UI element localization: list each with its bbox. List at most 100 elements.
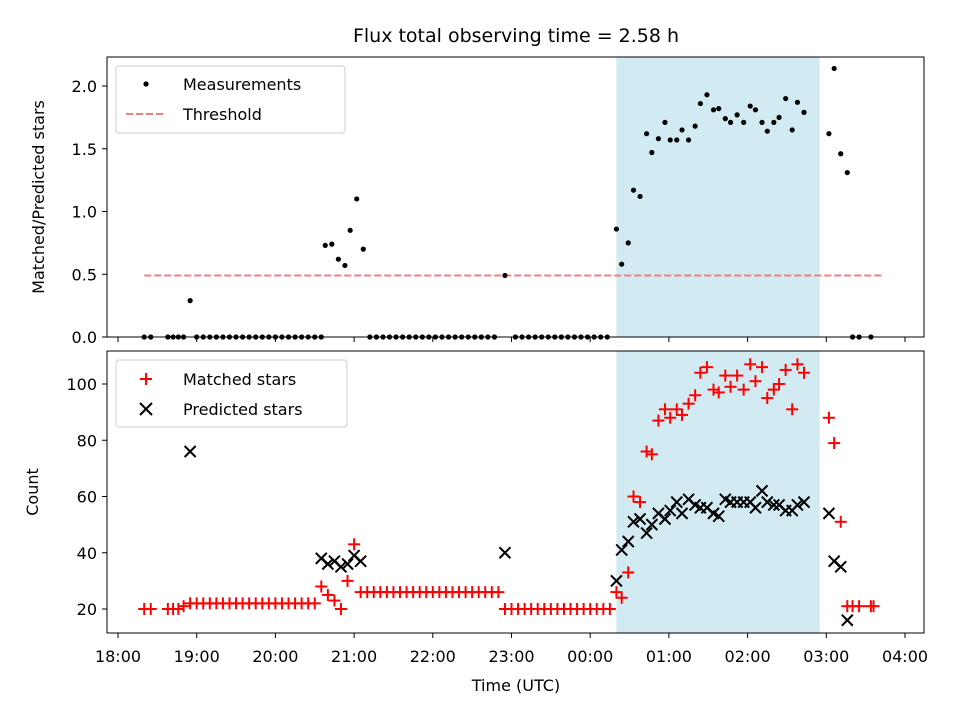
measurement-point	[335, 256, 341, 262]
predicted-point	[675, 507, 689, 520]
matched-point	[749, 375, 762, 388]
predicted-point	[841, 614, 854, 627]
top-legend-box	[115, 65, 346, 134]
matched-point	[321, 588, 334, 601]
measurement-point	[667, 137, 673, 143]
matched-point	[652, 414, 665, 427]
matched-point	[694, 366, 707, 379]
matched-point	[177, 600, 190, 613]
matched-point	[867, 600, 880, 613]
measurement-point	[747, 103, 753, 109]
measurement-point	[685, 137, 692, 143]
matched-point	[172, 603, 185, 615]
measurement-point	[655, 136, 662, 142]
bottom-x-ticks: 18:00 19:00 20:00 21:00 22:00 23:00 00:00 01:00…	[95, 633, 928, 666]
matched-point	[731, 369, 744, 382]
matched-point	[610, 586, 623, 599]
matched-point	[348, 538, 361, 551]
predicted-point	[645, 518, 659, 531]
top-x-ticks	[117, 337, 906, 342]
x-tick-label: 18:00	[95, 647, 141, 666]
bottom-y-axis-label: Count	[23, 468, 42, 516]
legend-predicted-marker	[139, 402, 153, 416]
measurement-point	[662, 119, 668, 125]
legend-matched-label: Matched stars	[183, 370, 296, 389]
matched-point	[603, 603, 616, 615]
matched-point	[724, 380, 737, 393]
measurement-point	[613, 226, 620, 232]
matched-point	[658, 403, 671, 416]
predicted-point	[633, 512, 647, 526]
measurement-point	[710, 107, 717, 113]
x-tick-label: 19:00	[174, 647, 220, 666]
matched-point	[767, 383, 780, 396]
measurement-point	[187, 298, 193, 304]
measurement-point	[752, 107, 759, 113]
matched-point	[773, 378, 786, 390]
predicted-point	[622, 535, 635, 548]
measurement-point	[630, 187, 637, 193]
predicted-point	[341, 557, 354, 571]
measurement-point	[637, 193, 643, 200]
matched-point	[144, 603, 157, 615]
measurement-point	[789, 127, 795, 133]
legend-measurements-label: Measurements	[183, 75, 301, 94]
matched-point	[798, 366, 811, 379]
matched-point	[492, 586, 505, 599]
predicted-point	[767, 498, 781, 512]
bottom-chart-panel: 20 40 60 80 100 18:00 19:00 20:00 21:00 22:00 23:…	[23, 350, 928, 695]
bottom-legend: Matched stars Predicted stars	[115, 359, 348, 428]
matched-point	[664, 411, 677, 424]
measurement-point	[831, 65, 837, 72]
measurement-point	[704, 92, 710, 98]
predicted-point	[321, 557, 335, 571]
predicted-point	[664, 504, 677, 517]
measurement-point	[342, 262, 348, 269]
matched-point	[627, 490, 640, 503]
legend-predicted-label: Predicted stars	[183, 400, 303, 419]
bottom-y-tick-label: 100	[66, 375, 97, 394]
x-tick-label: 21:00	[331, 647, 377, 666]
bottom-y-tick-label: 80	[77, 431, 97, 450]
predicted-point	[615, 543, 628, 557]
matched-point	[328, 594, 341, 607]
measurement-point	[838, 151, 844, 157]
x-axis-label: Time (UTC)	[471, 676, 560, 695]
top-y-tick-label: 0.5	[72, 265, 97, 284]
measurement-point	[759, 119, 765, 125]
matched-point	[341, 574, 354, 587]
top-chart-panel: 0.00.51.01.52.0 Matched/Predicted stars …	[29, 56, 925, 347]
measurement-point	[354, 196, 360, 202]
predicted-point	[498, 546, 512, 559]
matched-point	[834, 515, 847, 528]
matched-point	[822, 411, 835, 424]
bottom-legend-box	[115, 359, 348, 428]
predicted-point	[658, 512, 672, 526]
predicted-point	[670, 495, 683, 509]
top-chart-title: Flux total observing time = 2.58 h	[353, 25, 679, 47]
matched-point	[640, 445, 653, 458]
top-shaded-region	[616, 57, 820, 337]
bottom-y-tick-label: 40	[77, 544, 97, 563]
measurement-point	[801, 109, 807, 115]
top-y-tick-label: 1.5	[72, 140, 97, 159]
top-y-tick-label: 1.0	[72, 203, 97, 222]
bottom-y-ticks: 20 40 60 80 100	[66, 375, 107, 619]
measurement-point	[625, 240, 631, 246]
x-tick-label: 02:00	[725, 647, 771, 666]
predicted-point	[822, 507, 836, 520]
measurement-point	[322, 242, 328, 248]
x-tick-label: 00:00	[567, 647, 613, 666]
predicted-point	[797, 495, 811, 509]
predicted-point	[640, 526, 653, 540]
top-plot-frame	[106, 56, 925, 338]
matched-point	[761, 392, 774, 405]
measurement-point	[619, 261, 625, 267]
x-tick-label: 22:00	[410, 647, 456, 666]
x-tick-label: 23:00	[488, 647, 534, 666]
matched-point	[719, 369, 732, 382]
top-y-ticks: 0.0 0.5 1.0 1.5 2.0	[72, 77, 107, 347]
predicted-point	[791, 498, 804, 512]
matched-point	[334, 603, 347, 615]
top-legend: Measurements Threshold	[115, 65, 346, 134]
